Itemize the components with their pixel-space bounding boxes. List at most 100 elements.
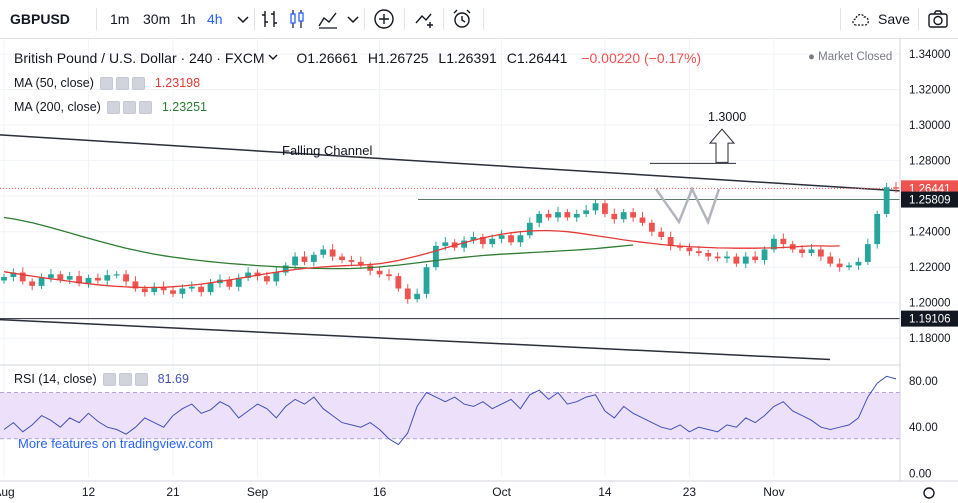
candle-body [442,242,449,246]
candle-body [874,213,881,245]
chart-canvas[interactable]: 1.3000 Falling Channel 1.34000 1.32000 1.30… [0,39,958,503]
symbol-search[interactable]: GBPUSD [10,11,70,27]
interval-30m[interactable]: 30m [143,11,171,27]
cloud-save-icon[interactable] [850,8,872,30]
chevron-down-icon[interactable] [267,51,279,63]
candle-body [799,249,806,254]
interval-1h[interactable]: 1h [180,11,196,27]
candle-body [123,274,129,282]
candle-body [198,286,205,293]
candle-body [883,187,890,214]
ohlc-open: O1.26661 [296,50,358,66]
candle-body [301,256,308,262]
candle-body [864,244,871,262]
compare-icon[interactable] [414,8,436,30]
chevron-down-icon[interactable] [342,8,364,30]
candle-body [489,238,496,245]
candle-body [846,265,852,268]
channel-upper-line [0,134,901,192]
candle-body [76,276,83,284]
candle-body [1,276,7,281]
alarm-clock-icon[interactable] [451,8,473,30]
add-indicator-icon[interactable] [373,8,395,30]
rsi-line [3,375,897,446]
candle-body [508,235,514,243]
gear-icon[interactable] [119,373,133,387]
candle-body [85,277,92,284]
candle-body [57,274,64,280]
candle-body [29,281,36,286]
candle-body [66,276,73,280]
candle-body [404,288,411,300]
candle-body [310,254,317,262]
settings-gear-icon [923,487,935,499]
close-icon[interactable] [135,373,149,387]
horizontal-lines [0,187,900,320]
eye-icon[interactable] [100,77,114,91]
candle-body [470,237,477,241]
time-tick-label: 12 [82,485,96,499]
price-tag-label: 1.25809 [909,195,951,207]
candlestick-style-icon[interactable] [286,8,308,30]
candle-body [479,237,486,245]
ma50-value: 1.23198 [154,76,201,90]
falling-channel [0,134,901,361]
interval-1m[interactable]: 1m [110,11,130,27]
ma200-line [3,216,634,270]
price-tick-label: 1.20000 [909,298,951,310]
close-icon[interactable] [139,101,153,115]
candle-body [498,235,505,239]
save-button[interactable]: Save [878,11,910,27]
candle-body [10,272,17,277]
channel-label: Falling Channel [282,143,372,158]
candle-body [273,272,280,282]
toolbar-divider [96,8,97,30]
ma200-value: 1.23251 [161,100,207,114]
eye-icon[interactable] [103,373,117,387]
close-icon[interactable] [132,77,146,91]
promo-link[interactable]: More features on tradingview.com [18,436,214,451]
candle-body [245,272,252,278]
candle-body [780,238,787,245]
bar-chart-style-icon[interactable] [259,8,281,30]
time-tick-label: 21 [166,485,180,499]
candle-body [414,293,421,300]
time-tick-label: Aug [0,485,15,499]
gear-icon[interactable] [116,77,130,91]
eye-icon[interactable] [107,101,121,115]
candle-body [132,281,139,289]
candle-body [667,237,674,246]
candle-body [395,276,402,289]
price-tag-label: 1.19106 [909,314,951,326]
ohlc-high: H1.26725 [367,50,429,66]
candle-body [705,253,712,257]
price-tick-label: 1.34000 [909,49,951,61]
price-candles [1,181,899,304]
candle-body [179,288,186,294]
symbol-legend: British Pound / U.S. Dollar · 240 · FXCM… [14,50,701,66]
candle-body [724,256,730,259]
rsi-legend: RSI (14, close) 81.69 [14,372,189,387]
toolbar-divider [364,8,365,30]
rsi-value: 81.69 [157,372,189,386]
rsi-label: RSI (14, close) [14,372,97,386]
camera-icon[interactable] [927,8,949,30]
area-chart-style-icon[interactable] [317,8,339,30]
w-pattern-drawing [654,185,721,226]
ma200-legend: MA (200, close) 1.23251 [14,100,207,115]
target-arrow-up-icon [708,128,736,163]
price-tag-line [901,191,958,208]
candle-body [339,256,345,261]
drawings: 1.3000 Falling Channel [282,110,746,226]
chevron-down-icon[interactable] [232,8,254,30]
price-tick-label: 1.24000 [909,227,951,239]
candle-body [677,245,683,248]
interval-4h[interactable]: 4h [207,11,223,27]
candle-body [348,260,355,262]
candle-body [620,212,627,220]
candle-body [329,249,336,257]
ma50-label: MA (50, close) [14,76,94,90]
candle-body [376,270,383,275]
gear-icon[interactable] [123,101,137,115]
